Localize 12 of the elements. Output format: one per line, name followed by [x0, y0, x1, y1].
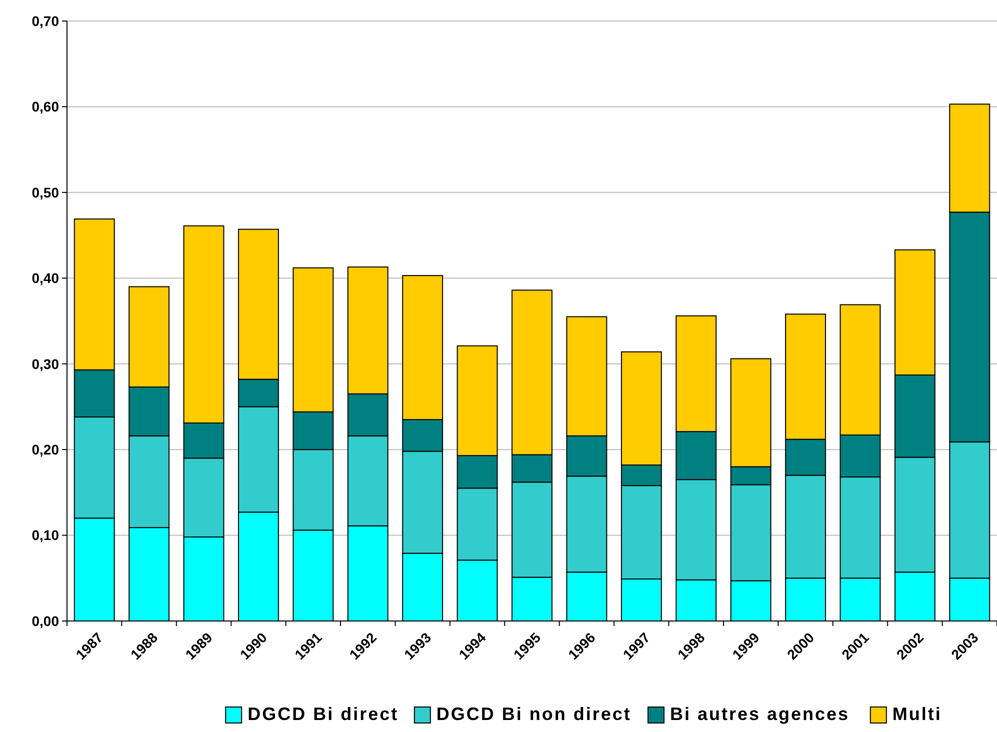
legend-label: DGCD Bi non direct [436, 704, 632, 724]
y-tick-label: 0,40 [32, 270, 60, 286]
legend-label: Multi [892, 704, 942, 724]
y-tick-label: 0,00 [32, 612, 60, 629]
legend-label: Bi autres agences [670, 704, 850, 724]
legend-label: DGCD Bi direct [248, 704, 399, 724]
y-tick-label: 0,10 [32, 527, 60, 544]
y-tick-label: 0,30 [32, 356, 60, 372]
y-tick-label: 0,70 [32, 12, 60, 29]
y-tick-label: 0,60 [32, 98, 60, 115]
y-tick-label: 0,50 [32, 184, 60, 200]
y-tick-label: 0,20 [32, 441, 60, 458]
